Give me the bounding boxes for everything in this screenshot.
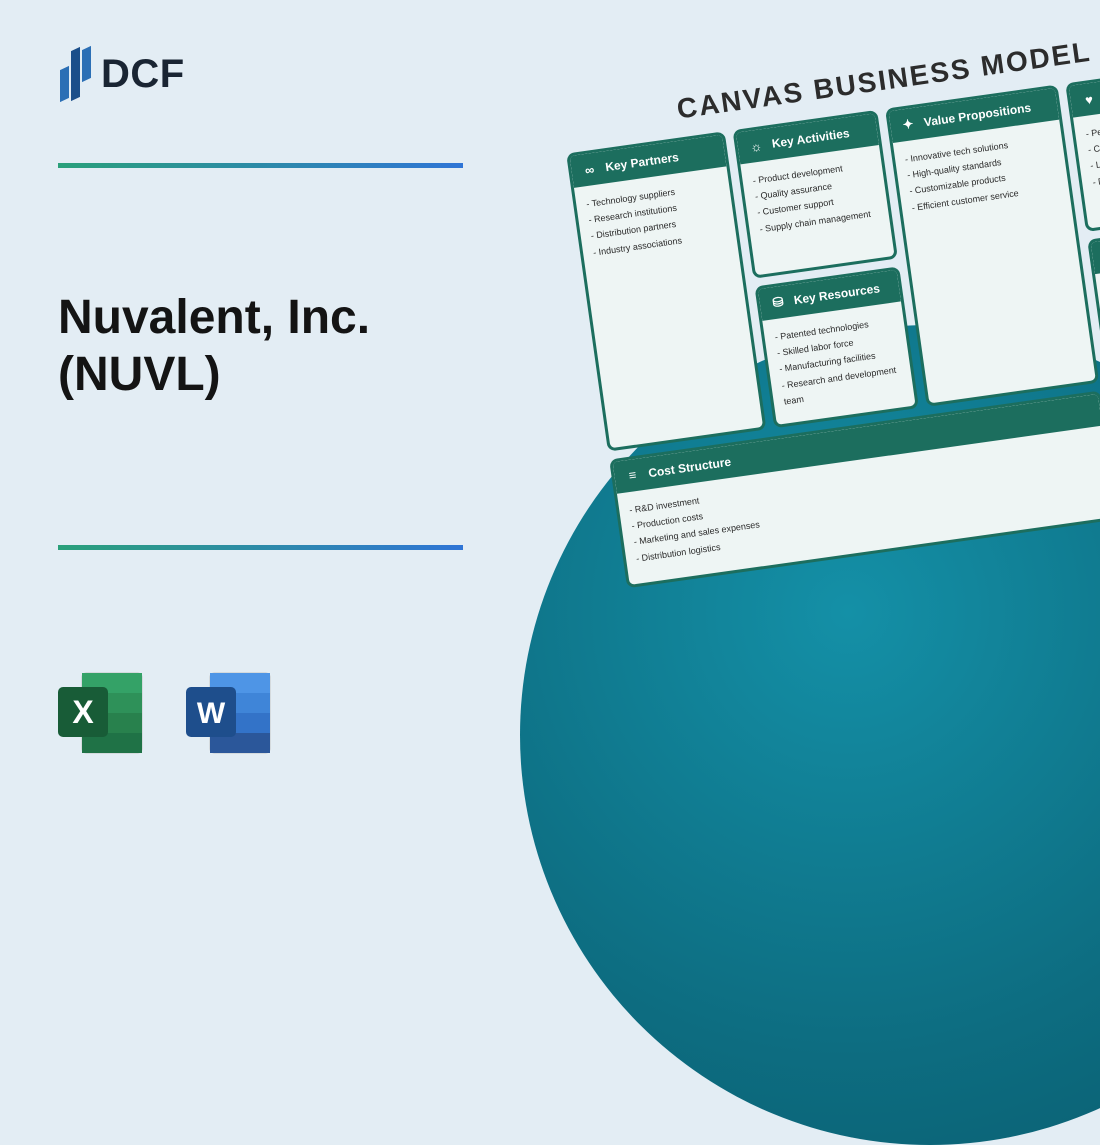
canvas-card-partners: ∞Key Partners Technology suppliers Resea… (566, 131, 766, 451)
card-title: Cost Structure (647, 455, 731, 480)
excel-icon: X (50, 663, 150, 763)
database-icon: ⛁ (769, 293, 787, 311)
card-title: Key Activities (771, 126, 850, 151)
page-title: Nuvalent, Inc.(NUVL) (58, 290, 370, 403)
canvas-card-resources: ⛁ Key Resources Patented technologies Ski… (755, 266, 919, 428)
divider-bottom (58, 545, 463, 550)
card-title: Key Resources (793, 281, 881, 307)
card-body: Patented technologies Skilled labor forc… (762, 301, 915, 424)
canvas-grid: ∞Key Partners Technology suppliers Resea… (566, 63, 1100, 588)
sliders-icon: ≡ (624, 466, 642, 484)
heart-icon: ♥ (1080, 90, 1098, 108)
dcf-logo: DCF (60, 48, 185, 100)
activity-icon: ☼ (747, 137, 765, 155)
file-format-icons: X W (50, 663, 278, 763)
word-icon: W (178, 663, 278, 763)
gift-icon: ✦ (899, 116, 917, 134)
dcf-logo-bars-icon (60, 48, 91, 100)
card-title: Key Partners (604, 150, 679, 174)
svg-text:W: W (197, 697, 226, 730)
card-body: Product development Quality assurance Cu… (740, 145, 891, 252)
canvas-mockup: CANVAS BUSINESS MODEL ∞Key Partners Tech… (560, 20, 1100, 589)
canvas-card-activities: ☼ Key Activities Product development Qual… (733, 110, 898, 279)
dcf-logo-text: DCF (101, 52, 185, 97)
link-icon: ∞ (581, 160, 599, 178)
divider-top (58, 163, 463, 168)
canvas-card-value: ✦Value Propositions Innovative tech solu… (885, 84, 1100, 406)
svg-text:X: X (72, 694, 94, 730)
